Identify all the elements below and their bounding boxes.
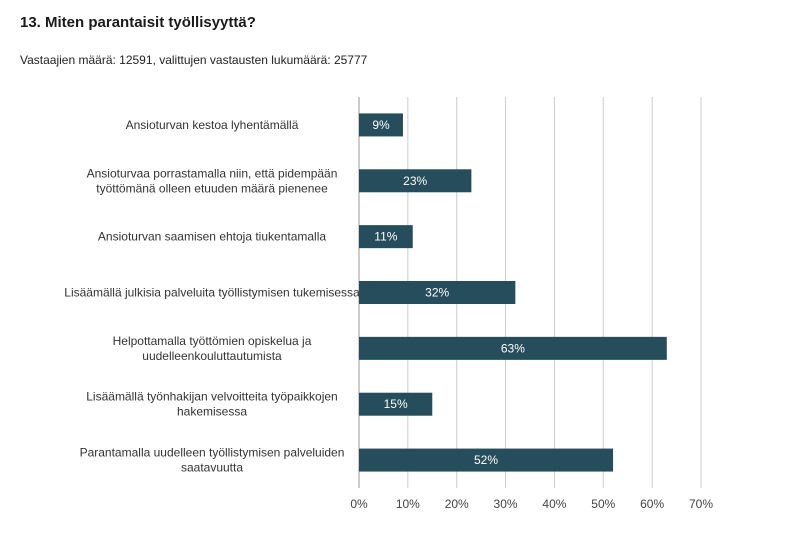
x-tick-label: 50% [591, 497, 615, 511]
x-tick-label: 30% [494, 497, 518, 511]
bar-value-label: 23% [403, 174, 427, 188]
x-axis-ticks: 0% 10% 20% 30% 40% 50% 60% 70% [350, 497, 713, 511]
bar-value-label: 63% [501, 341, 525, 355]
bars: 9% 23% 11% 32% 63% 15% 52% [359, 113, 667, 472]
category-label: Ansioturvan saamisen ehtoja tiukentamall… [98, 230, 326, 244]
category-label: Helpottamalla työttömien opiskelua ja [113, 334, 312, 348]
x-tick-label: 40% [542, 497, 566, 511]
category-label: Parantamalla uudelleen työllistymisen pa… [80, 446, 345, 460]
bar [359, 448, 614, 472]
category-label: Ansioturvan kestoa lyhentämällä [126, 118, 299, 132]
bar [359, 392, 433, 416]
category-label: Ansioturvaa porrastamalla niin, että pid… [87, 166, 338, 180]
bar-value-label: 9% [372, 118, 390, 132]
bar [359, 169, 472, 193]
category-label: työttömänä olleen etuuden määrä pienenee [96, 181, 328, 195]
bar [359, 281, 516, 304]
bar-value-label: 52% [474, 453, 498, 467]
bar-value-label: 11% [374, 230, 397, 244]
bar [359, 225, 413, 249]
bar-value-label: 15% [384, 397, 408, 411]
bar [359, 336, 667, 360]
x-tick-label: 20% [445, 497, 469, 511]
x-tick-label: 10% [396, 497, 420, 511]
category-labels: Ansioturvan kestoa lyhentämällä Ansioturv… [64, 118, 360, 475]
x-tick-label: 60% [640, 497, 664, 511]
x-tick-label: 70% [689, 497, 713, 511]
grid-lines [358, 97, 702, 488]
chart-subtitle: Vastaajien määrä: 12591, valittujen vast… [20, 53, 368, 67]
category-label: Lisäämällä julkisia palveluita työllisty… [64, 286, 360, 300]
category-label: hakemisessa [177, 405, 247, 419]
x-tick-label: 0% [350, 497, 368, 511]
category-label: saatavuutta [181, 461, 243, 475]
bar-value-label: 32% [425, 286, 449, 300]
chart-title: 13. Miten parantaisit työllisyyttä? [20, 14, 256, 31]
bar [359, 113, 403, 137]
category-label: uudelleenkouluttautumista [142, 349, 282, 363]
category-label: Lisäämällä työnhakijan velvoitteita työp… [86, 390, 337, 404]
